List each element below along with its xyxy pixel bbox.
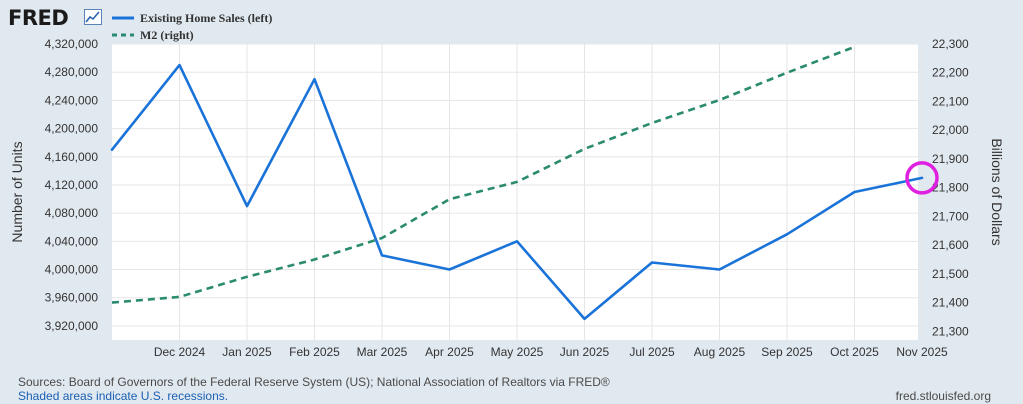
x-tick-label: Jan 2025 xyxy=(222,345,272,359)
x-tick-label: Aug 2025 xyxy=(694,345,746,359)
legend-label: M2 (right) xyxy=(140,27,194,42)
x-tick-label: Sep 2025 xyxy=(761,345,813,359)
right-tick-label: 21,400 xyxy=(932,296,969,310)
x-tick-label: Apr 2025 xyxy=(425,345,474,359)
left-tick-label: 3,960,000 xyxy=(45,291,99,305)
chart-line-icon[interactable] xyxy=(84,9,102,25)
legend-item-m2[interactable]: M2 (right) xyxy=(112,27,194,43)
left-tick-label: 4,080,000 xyxy=(45,206,99,220)
dashed-line-swatch-icon xyxy=(112,33,134,37)
right-axis-title: Billions of Dollars xyxy=(989,138,1005,245)
left-tick-label: 4,000,000 xyxy=(45,263,99,277)
x-tick-label: Dec 2024 xyxy=(154,345,206,359)
right-tick-label: 22,300 xyxy=(932,37,969,51)
series-line-home-sales xyxy=(110,63,924,321)
left-tick-label: 4,120,000 xyxy=(45,178,99,192)
recessions-link[interactable]: Shaded areas indicate U.S. recessions. xyxy=(18,389,229,403)
left-tick-label: 4,200,000 xyxy=(45,122,99,136)
left-tick-label: 4,240,000 xyxy=(45,93,99,107)
site-url[interactable]: fred.stlouisfed.org xyxy=(895,389,991,403)
left-tick-label: 4,040,000 xyxy=(45,234,99,248)
right-tick-label: 21,900 xyxy=(932,152,969,166)
highlight-circle xyxy=(905,161,939,195)
footer-sources: Sources: Board of Governors of the Feder… xyxy=(18,375,610,389)
x-tick-label: Jun 2025 xyxy=(560,345,610,359)
x-tick-label: Feb 2025 xyxy=(289,345,340,359)
fred-logo[interactable]: FRED xyxy=(8,6,69,30)
x-tick-label: May 2025 xyxy=(491,345,544,359)
x-tick-label: Oct 2025 xyxy=(830,345,879,359)
right-tick-label: 22,100 xyxy=(932,94,969,108)
right-tick-label: 21,800 xyxy=(932,181,969,195)
left-tick-label: 4,280,000 xyxy=(45,65,99,79)
solid-line-swatch-icon xyxy=(112,16,134,20)
series-line-m2 xyxy=(111,45,855,304)
left-axis-title: Number of Units xyxy=(9,141,25,242)
right-tick-label: 21,700 xyxy=(932,209,969,223)
right-tick-label: 21,500 xyxy=(932,267,969,281)
left-tick-label: 3,920,000 xyxy=(45,319,99,333)
right-tick-label: 21,600 xyxy=(932,238,969,252)
right-tick-label: 22,000 xyxy=(932,123,969,137)
x-tick-label: Jul 2025 xyxy=(629,345,675,359)
left-tick-label: 4,320,000 xyxy=(45,37,99,51)
left-tick-label: 4,160,000 xyxy=(45,150,99,164)
plot-area xyxy=(112,44,918,340)
x-tick-label: Nov 2025 xyxy=(896,345,948,359)
right-tick-label: 21,300 xyxy=(932,324,969,338)
legend-item-home-sales[interactable]: Existing Home Sales (left) xyxy=(112,10,272,26)
legend-label: Existing Home Sales (left) xyxy=(140,10,273,25)
x-tick-label: Mar 2025 xyxy=(357,345,408,359)
right-tick-label: 22,200 xyxy=(932,66,969,80)
